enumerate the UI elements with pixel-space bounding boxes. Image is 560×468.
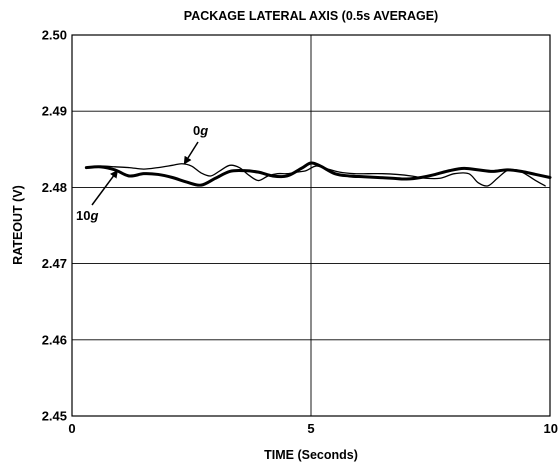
series-line-10g xyxy=(84,161,552,187)
x-tick-label: 0 xyxy=(68,421,75,436)
x-axis-label: TIME (Seconds) xyxy=(264,448,358,462)
y-tick-label: 2.46 xyxy=(42,332,67,347)
series-layer xyxy=(84,161,552,187)
annotation-arrow-0g xyxy=(183,141,199,165)
plot-frame xyxy=(71,34,551,417)
x-tick-labels: 0 5 10 xyxy=(68,421,558,436)
x-tick-label: 10 xyxy=(544,421,558,436)
y-tick-label: 2.47 xyxy=(42,256,67,271)
annotation-label-10g: 10g xyxy=(76,208,98,223)
y-tick-label: 2.49 xyxy=(42,104,67,119)
annotation-label-0g: 0g xyxy=(193,123,208,138)
y-axis-label: RATEOUT (V) xyxy=(11,185,25,265)
x-tick-label: 5 xyxy=(307,421,314,436)
series-line-0g xyxy=(85,163,546,187)
y-tick-label: 2.48 xyxy=(42,180,67,195)
y-tick-labels: 2.45 2.46 2.47 2.48 2.49 2.50 xyxy=(42,28,67,424)
chart-title: PACKAGE LATERAL AXIS (0.5s AVERAGE) xyxy=(184,9,438,23)
grid xyxy=(71,34,551,417)
y-tick-label: 2.45 xyxy=(42,409,67,424)
y-tick-label: 2.50 xyxy=(42,28,67,43)
annotation-arrow-10g xyxy=(91,169,119,206)
